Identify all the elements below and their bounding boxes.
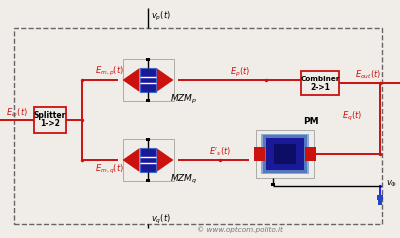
Bar	[271, 183, 275, 186]
Polygon shape	[140, 148, 156, 172]
Bar	[261, 134, 309, 174]
Bar	[34, 107, 66, 133]
Bar	[268, 139, 302, 169]
Text: 2->1: 2->1	[310, 83, 330, 91]
Bar	[266, 138, 304, 170]
Bar	[263, 135, 307, 173]
Text: $v_q(t)$: $v_q(t)$	[151, 213, 171, 226]
Text: $E_q(t)$: $E_q(t)$	[342, 110, 362, 123]
Polygon shape	[156, 148, 174, 172]
Bar	[254, 147, 265, 161]
Bar	[378, 199, 382, 205]
Polygon shape	[156, 68, 174, 92]
Text: PM: PM	[303, 117, 319, 126]
Text: $v_p(t)$: $v_p(t)$	[151, 10, 171, 23]
Bar	[146, 58, 150, 61]
Bar	[14, 28, 382, 224]
Bar	[146, 179, 150, 182]
Bar	[122, 139, 174, 181]
Bar	[256, 130, 314, 178]
Text: $E_{out}(t)$: $E_{out}(t)$	[355, 69, 381, 81]
Bar	[377, 195, 383, 200]
Text: Splitter: Splitter	[34, 111, 66, 120]
Bar	[122, 59, 174, 101]
Polygon shape	[140, 68, 156, 92]
Text: MZM$_q$: MZM$_q$	[170, 174, 198, 187]
Bar	[140, 68, 156, 92]
Bar	[306, 147, 316, 161]
Text: 1->2: 1->2	[40, 119, 60, 129]
Text: $v_{\Phi}$: $v_{\Phi}$	[386, 178, 397, 189]
Bar	[146, 99, 150, 102]
Text: © www.optcom.polito.it: © www.optcom.polito.it	[197, 226, 283, 233]
Text: MZM$_p$: MZM$_p$	[170, 93, 198, 106]
Bar	[146, 138, 150, 141]
Polygon shape	[122, 68, 140, 92]
Text: $E_{m,p}(t)$: $E_{m,p}(t)$	[96, 64, 124, 78]
Bar	[274, 144, 296, 164]
Text: $E_p(t)$: $E_p(t)$	[230, 65, 250, 79]
Bar	[140, 148, 156, 172]
Text: Combiner: Combiner	[300, 76, 340, 82]
Polygon shape	[122, 148, 140, 172]
Text: $E'_s(t)$: $E'_s(t)$	[209, 146, 231, 158]
Text: $E_{m,q}(t)$: $E_{m,q}(t)$	[96, 163, 124, 176]
Text: $E_{in}(t)$: $E_{in}(t)$	[6, 107, 28, 119]
Bar	[301, 71, 339, 95]
